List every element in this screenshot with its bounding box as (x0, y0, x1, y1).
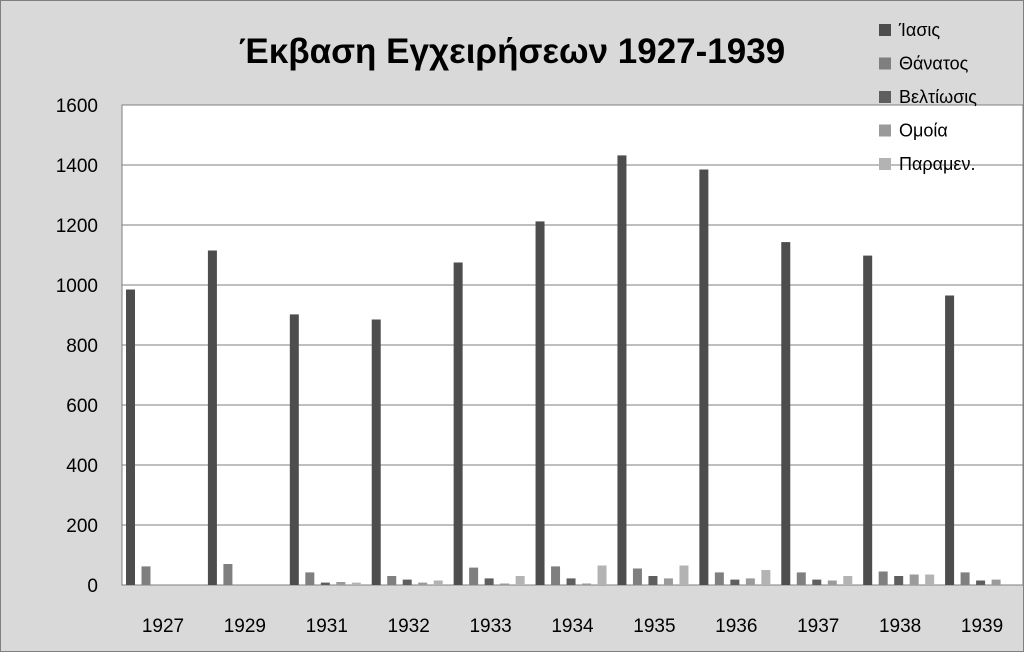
y-tick-label: 1400 (56, 156, 98, 177)
bar (305, 572, 315, 585)
bar (207, 250, 217, 585)
y-tick-label: 0 (87, 576, 98, 597)
bar (433, 580, 443, 585)
y-tick-label: 1200 (56, 216, 98, 237)
bar (141, 566, 151, 585)
bar (761, 570, 771, 585)
x-category-label: 1933 (469, 616, 511, 637)
bar (484, 578, 494, 585)
bars (126, 155, 1001, 585)
bar (515, 576, 525, 585)
legend-label: Παραμεν. (899, 154, 975, 174)
bar (320, 582, 330, 585)
y-tick-label: 400 (66, 456, 98, 477)
x-category-label: 1939 (961, 616, 1003, 637)
chart-title: Έκβαση Εγχειρήσεων 1927-1939 (239, 32, 785, 71)
bar (894, 576, 904, 585)
x-category-label: 1934 (551, 616, 594, 637)
bar (827, 580, 837, 585)
bar (796, 572, 806, 585)
bar (843, 576, 853, 585)
legend-label: Θάνατος (899, 54, 969, 74)
x-category-label: 1929 (224, 616, 266, 637)
x-category-label: 1927 (142, 616, 184, 637)
x-category-label: 1938 (879, 616, 921, 637)
bar (371, 319, 381, 585)
bar (418, 582, 428, 585)
bar (402, 579, 412, 585)
bar (730, 579, 740, 585)
bar (535, 221, 545, 585)
legend-label: Βελτίωσις (899, 87, 977, 107)
bar (648, 576, 658, 585)
legend-swatch (879, 158, 891, 170)
bar (453, 262, 463, 585)
legend-swatch (879, 124, 891, 137)
bar (336, 582, 346, 585)
bar (945, 295, 955, 585)
bar (863, 255, 873, 585)
legend-swatch (879, 57, 891, 70)
bar (582, 583, 592, 585)
bar (991, 579, 1001, 585)
bar (566, 578, 576, 585)
bar (387, 576, 397, 585)
bar (500, 583, 510, 585)
legend-label: Ομοία (899, 121, 948, 141)
bar (126, 289, 135, 585)
bar (781, 242, 791, 585)
legend-swatch (879, 24, 891, 36)
bar (551, 566, 561, 585)
y-tick-label: 1000 (56, 276, 98, 297)
y-tick-label: 1600 (56, 96, 98, 117)
bar (976, 580, 986, 585)
x-category-label: 1935 (633, 616, 675, 637)
x-category-label: 1936 (715, 616, 757, 637)
bar (745, 578, 755, 585)
bar (223, 564, 233, 585)
bar (699, 169, 709, 585)
bar (909, 574, 919, 585)
legend-label: Ίασις (898, 20, 940, 40)
y-axis-ticks: 0 200 400 600 800 1000 1200 1400 1600 (56, 96, 98, 597)
bar (812, 579, 822, 585)
bar (351, 582, 361, 585)
legend: Ίασις Θάνατος Βελτίωσις Ομοία Παραμεν. (879, 20, 977, 174)
y-tick-label: 200 (66, 516, 98, 537)
legend-swatch (879, 91, 891, 103)
bar (960, 572, 970, 585)
bar (878, 571, 888, 585)
x-category-label: 1932 (388, 616, 430, 637)
bar (714, 572, 724, 585)
x-category-label: 1937 (797, 616, 839, 637)
bar (617, 155, 627, 585)
bar (469, 567, 479, 585)
bar (632, 568, 642, 585)
bar (289, 314, 299, 585)
bar (925, 574, 935, 585)
x-axis-categories: 1927 1929 1931 1932 1933 1934 1935 1936 1937 1938… (142, 616, 1003, 637)
x-category-label: 1931 (306, 616, 348, 637)
bar (597, 565, 607, 585)
y-tick-label: 600 (66, 396, 98, 417)
bar (679, 565, 689, 585)
y-tick-label: 800 (66, 336, 98, 357)
bar (663, 578, 673, 585)
